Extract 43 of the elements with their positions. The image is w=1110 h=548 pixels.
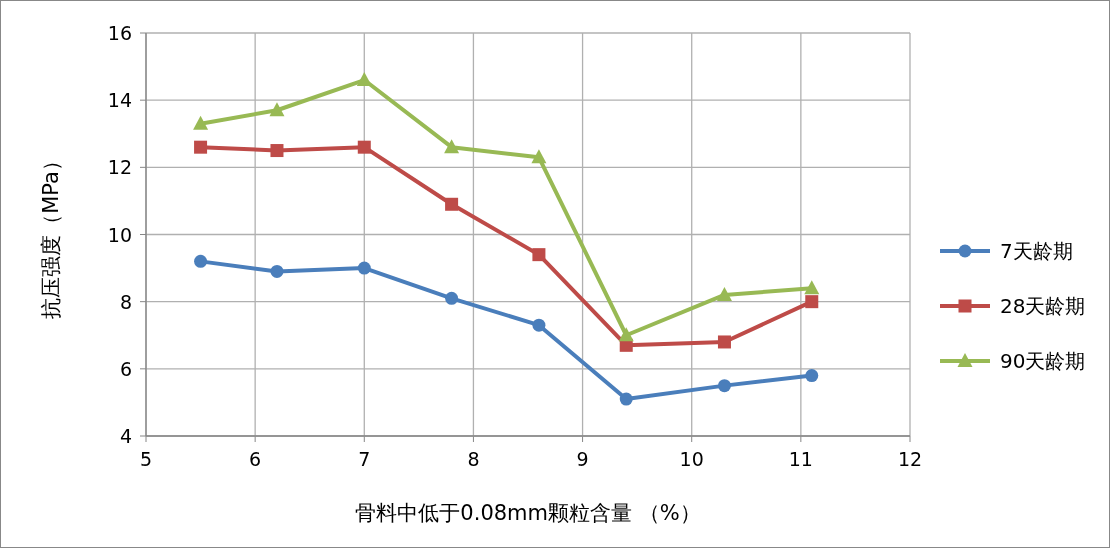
y-tick-label: 4: [119, 425, 132, 447]
x-tick-label: 10: [679, 448, 704, 470]
point: [269, 102, 285, 117]
y-axis-title: 抗压强度（MPa）: [39, 150, 63, 319]
x-tick-label: 6: [249, 448, 262, 470]
x-axis-title: 骨料中低于0.08mm颗粒含量 （%）: [355, 501, 701, 525]
y-tick-label: 10: [107, 223, 132, 246]
x-tick-label: 9: [576, 448, 589, 470]
x-tick-label: 8: [467, 448, 480, 470]
point: [194, 254, 208, 268]
y-tick-label: 16: [107, 22, 132, 44]
x-tick-label: 7: [358, 448, 371, 470]
y-tick-label: 8: [119, 290, 132, 313]
point: [805, 295, 819, 309]
point: [531, 149, 547, 164]
point: [193, 115, 209, 130]
point: [356, 72, 372, 87]
point: [357, 261, 371, 275]
x-tick-label: 12: [897, 448, 923, 470]
point: [717, 335, 731, 349]
x-tick-label: 11: [788, 448, 813, 470]
point: [804, 280, 820, 295]
legend-label: 28天龄期: [1000, 294, 1086, 318]
legend-label: 7天龄期: [1000, 239, 1073, 263]
point: [619, 392, 633, 406]
point: [532, 248, 546, 262]
y-tick-label: 12: [107, 156, 132, 179]
legend-label: 90天龄期: [1000, 349, 1086, 373]
point: [357, 140, 371, 154]
point: [618, 327, 634, 342]
point: [444, 139, 460, 154]
point: [805, 369, 819, 383]
x-tick-label: 5: [139, 448, 153, 470]
point: [717, 379, 731, 393]
point: [532, 318, 546, 332]
y-tick-label: 6: [119, 357, 132, 380]
point: [270, 144, 284, 158]
point: [445, 197, 459, 211]
point: [716, 286, 732, 301]
point: [194, 140, 208, 154]
point: [270, 264, 284, 278]
point: [445, 291, 459, 305]
y-tick-label: 14: [107, 89, 132, 112]
